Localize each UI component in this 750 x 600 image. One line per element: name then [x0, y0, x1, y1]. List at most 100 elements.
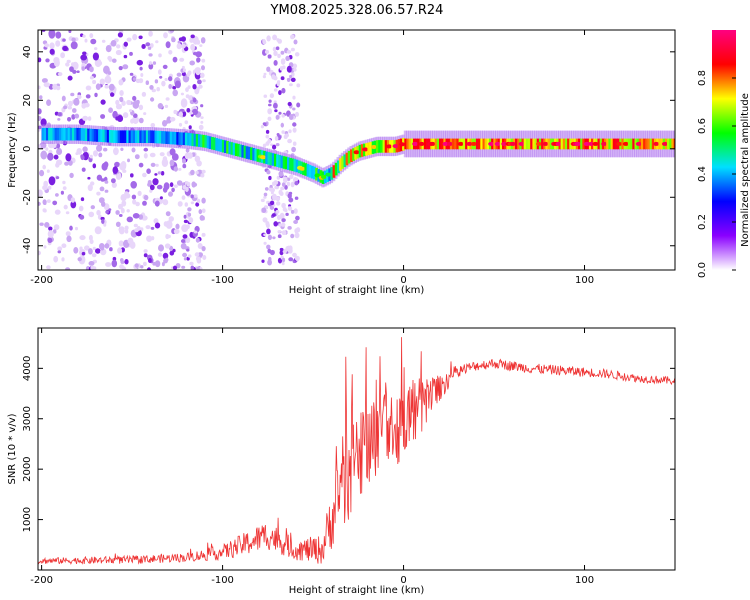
noise-cell	[186, 256, 190, 261]
noise-cell	[184, 202, 188, 207]
noise-cell	[273, 221, 279, 227]
noise-cell	[138, 78, 144, 84]
noise-cell	[42, 185, 48, 191]
noise-cell	[189, 37, 194, 43]
noise-cell	[158, 53, 162, 58]
noise-cell	[148, 30, 153, 37]
noise-cell	[135, 201, 140, 207]
noise-cell	[190, 265, 195, 270]
noise-cell	[142, 172, 147, 178]
ridge-cell	[50, 127, 54, 141]
ridge-peak	[353, 150, 360, 155]
noise-cell	[90, 38, 97, 45]
noise-cell	[75, 226, 78, 231]
noise-cell	[200, 72, 205, 79]
noise-cell	[292, 95, 296, 100]
noise-cell	[138, 35, 143, 40]
noise-cell	[278, 223, 282, 227]
noise-cell	[280, 58, 286, 65]
noise-cell	[99, 186, 105, 192]
noise-cell	[117, 247, 123, 254]
noise-cell	[73, 247, 79, 254]
noise-cell	[48, 30, 56, 39]
noise-cell	[165, 211, 171, 217]
noise-cell	[278, 90, 282, 96]
noise-cell	[170, 117, 176, 122]
ridge-cell	[493, 138, 497, 150]
noise-cell	[290, 34, 295, 40]
noise-cell	[117, 32, 123, 38]
noise-cell	[120, 194, 127, 202]
ridge-cell	[256, 149, 260, 162]
noise-cell	[143, 112, 147, 116]
snr-panel: -200 -100 0 100 1000 2000 3000 4000 Height of st…	[7, 327, 676, 596]
ridge-cell	[72, 127, 75, 141]
noise-cell	[173, 228, 180, 235]
noise-cell	[120, 207, 125, 214]
ridge-cell	[404, 138, 408, 150]
ridge-peak	[583, 141, 590, 146]
ridge-cell	[599, 138, 603, 150]
noise-cell	[283, 176, 288, 180]
noise-cell	[185, 87, 189, 93]
noise-cell	[121, 100, 126, 106]
noise-cell	[292, 252, 297, 258]
ridge-cell	[528, 138, 531, 150]
ridge-cell	[132, 130, 136, 143]
noise-cell	[181, 265, 186, 269]
noise-cell	[87, 184, 93, 192]
y-tick-label: 2000	[22, 456, 33, 481]
noise-cell	[272, 46, 277, 52]
ridge-cell	[167, 131, 171, 145]
ridge-cell	[161, 131, 164, 144]
ridge-peak	[314, 173, 321, 178]
ridge-cell	[673, 138, 675, 150]
noise-cell	[260, 198, 265, 203]
noise-cell	[169, 250, 175, 256]
noise-cell	[267, 234, 272, 240]
noise-cell	[145, 80, 149, 85]
ridge-peak	[392, 144, 399, 149]
ridge-cell	[156, 130, 160, 144]
y-axis-label: SNR (10 * v/v)	[7, 413, 18, 484]
noise-cell	[261, 207, 267, 213]
ridge-cell	[117, 130, 121, 143]
noise-cell	[264, 187, 269, 191]
noise-cell	[196, 57, 201, 63]
noise-cell	[111, 182, 117, 188]
ridge-cell	[651, 138, 655, 150]
noise-cell	[175, 223, 180, 230]
noise-cell	[183, 102, 187, 106]
noise-cell	[44, 43, 50, 48]
noise-cell	[65, 267, 71, 270]
noise-cell	[165, 257, 169, 262]
colorbar-tick-label: 0.2	[697, 214, 708, 230]
noise-cell	[122, 64, 129, 70]
ridge-cell	[221, 139, 225, 153]
noise-cell	[161, 262, 165, 267]
noise-cell	[39, 95, 43, 100]
ridge-peak	[653, 141, 660, 146]
noise-cell	[60, 52, 65, 59]
x-tick-label: 100	[575, 575, 594, 586]
ridge-cell	[641, 138, 644, 150]
ridge-cell	[645, 138, 649, 150]
noise-cell	[195, 51, 203, 58]
noise-cell	[153, 218, 159, 224]
noise-cell	[296, 83, 301, 88]
noise-cell	[159, 152, 165, 157]
noise-cell	[196, 39, 201, 45]
figure-title: YM08.2025.328.06.57.R24	[270, 3, 444, 18]
noise-cell	[280, 76, 285, 81]
noise-cell	[159, 75, 163, 79]
noise-cell	[103, 161, 109, 168]
noise-cell	[103, 147, 108, 152]
ridge-cell	[614, 138, 618, 150]
noise-cell	[133, 113, 138, 118]
noise-cell	[157, 103, 164, 109]
noise-cell	[289, 174, 294, 180]
noise-cell	[275, 196, 281, 202]
ridge-peak	[442, 141, 449, 146]
noise-cell	[101, 201, 106, 207]
ridge-cell	[158, 130, 162, 144]
